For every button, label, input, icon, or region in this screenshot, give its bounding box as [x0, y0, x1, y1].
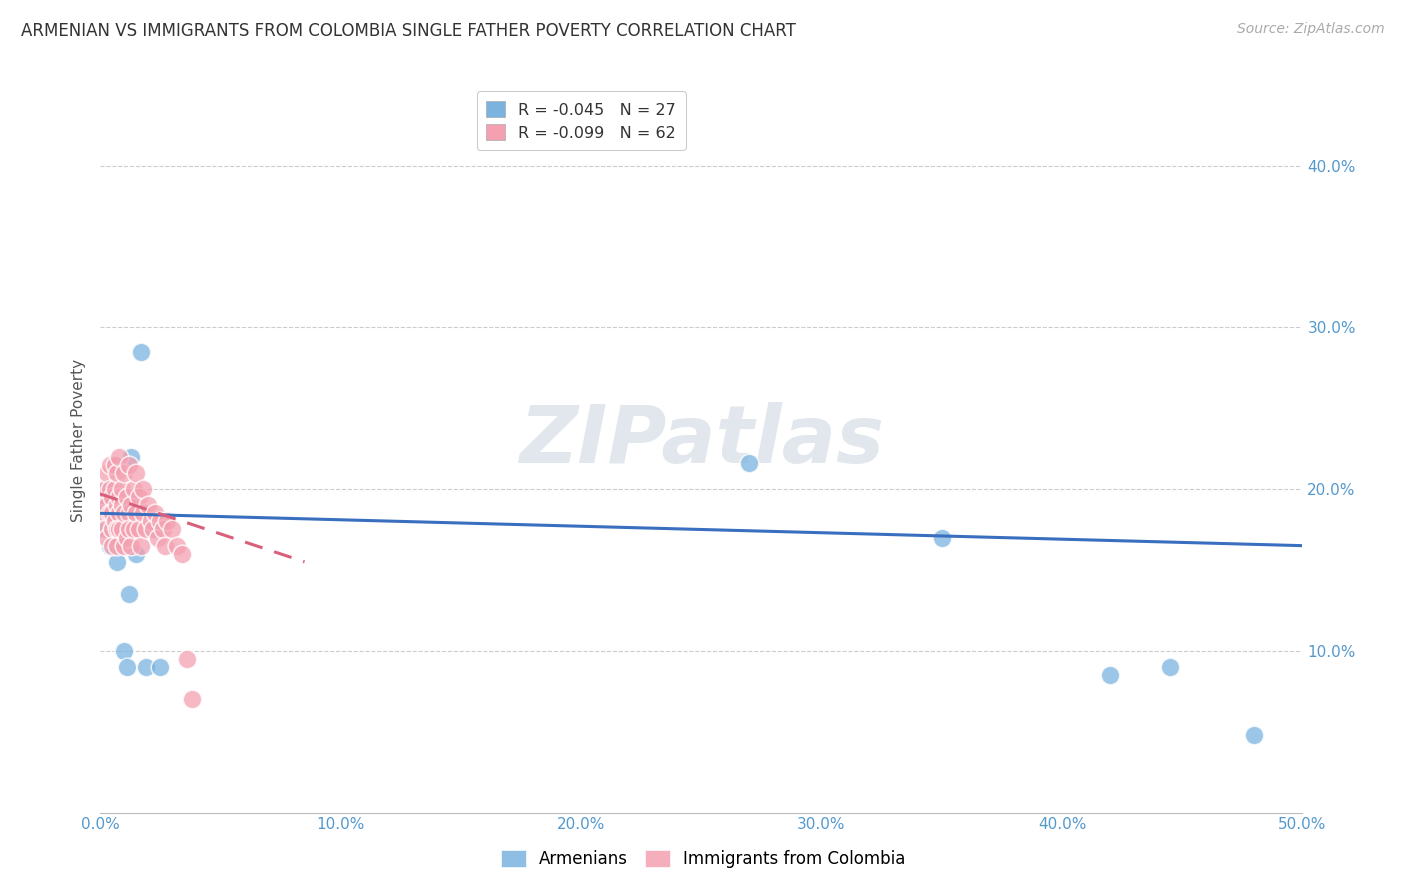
Point — [125, 547, 148, 561]
Point — [105, 555, 128, 569]
Point — [145, 506, 167, 520]
Point — [122, 482, 145, 496]
Point — [101, 539, 124, 553]
Text: ARMENIAN VS IMMIGRANTS FROM COLOMBIA SINGLE FATHER POVERTY CORRELATION CHART: ARMENIAN VS IMMIGRANTS FROM COLOMBIA SIN… — [21, 22, 796, 40]
Point — [103, 490, 125, 504]
Point — [112, 644, 135, 658]
Point — [1243, 728, 1265, 742]
Point — [142, 523, 165, 537]
Point — [135, 660, 157, 674]
Point — [166, 539, 188, 553]
Point — [118, 506, 141, 520]
Point — [111, 523, 134, 537]
Point — [94, 523, 117, 537]
Point — [112, 506, 135, 520]
Point — [115, 490, 138, 504]
Point — [156, 515, 179, 529]
Point — [108, 490, 131, 504]
Point — [103, 458, 125, 472]
Y-axis label: Single Father Poverty: Single Father Poverty — [72, 359, 86, 522]
Point — [96, 523, 118, 537]
Point — [125, 466, 148, 480]
Point — [152, 523, 174, 537]
Legend: Armenians, Immigrants from Colombia: Armenians, Immigrants from Colombia — [494, 843, 912, 875]
Point — [118, 458, 141, 472]
Point — [129, 539, 152, 553]
Point — [139, 515, 162, 529]
Legend: R = -0.045   N = 27, R = -0.099   N = 62: R = -0.045 N = 27, R = -0.099 N = 62 — [477, 91, 686, 150]
Point — [103, 482, 125, 496]
Point — [170, 547, 193, 561]
Point — [115, 660, 138, 674]
Point — [129, 344, 152, 359]
Point — [1159, 660, 1181, 674]
Point — [108, 531, 131, 545]
Point — [101, 506, 124, 520]
Point — [108, 450, 131, 464]
Point — [122, 523, 145, 537]
Text: Source: ZipAtlas.com: Source: ZipAtlas.com — [1237, 22, 1385, 37]
Point — [108, 506, 131, 520]
Point — [112, 466, 135, 480]
Point — [149, 515, 172, 529]
Point — [96, 531, 118, 545]
Point — [139, 523, 162, 537]
Point — [153, 539, 176, 553]
Point — [98, 539, 121, 553]
Point — [98, 506, 121, 520]
Point — [108, 523, 131, 537]
Point — [94, 482, 117, 496]
Point — [128, 490, 150, 504]
Point — [112, 539, 135, 553]
Point — [105, 539, 128, 553]
Point — [105, 466, 128, 480]
Point — [176, 652, 198, 666]
Point — [105, 498, 128, 512]
Point — [136, 498, 159, 512]
Point — [103, 458, 125, 472]
Point — [1099, 668, 1122, 682]
Point — [111, 482, 134, 496]
Point — [120, 539, 142, 553]
Point — [118, 587, 141, 601]
Point — [118, 523, 141, 537]
Point — [146, 531, 169, 545]
Point — [128, 523, 150, 537]
Point — [738, 456, 761, 470]
Point — [101, 523, 124, 537]
Point — [931, 531, 953, 545]
Point — [149, 660, 172, 674]
Point — [91, 490, 114, 504]
Point — [98, 458, 121, 472]
Point — [135, 523, 157, 537]
Point — [180, 692, 202, 706]
Point — [96, 466, 118, 480]
Point — [111, 523, 134, 537]
Point — [105, 515, 128, 529]
Text: ZIPatlas: ZIPatlas — [519, 401, 884, 480]
Point — [132, 482, 155, 496]
Point — [120, 498, 142, 512]
Point — [103, 515, 125, 529]
Point — [105, 523, 128, 537]
Point — [98, 482, 121, 496]
Point — [98, 506, 121, 520]
Point — [125, 506, 148, 520]
Point — [96, 498, 118, 512]
Point — [115, 531, 138, 545]
Point — [94, 506, 117, 520]
Point — [101, 523, 124, 537]
Point — [111, 498, 134, 512]
Point — [132, 506, 155, 520]
Point — [120, 450, 142, 464]
Point — [162, 523, 184, 537]
Point — [101, 490, 124, 504]
Point — [94, 498, 117, 512]
Point — [96, 482, 118, 496]
Point — [101, 490, 124, 504]
